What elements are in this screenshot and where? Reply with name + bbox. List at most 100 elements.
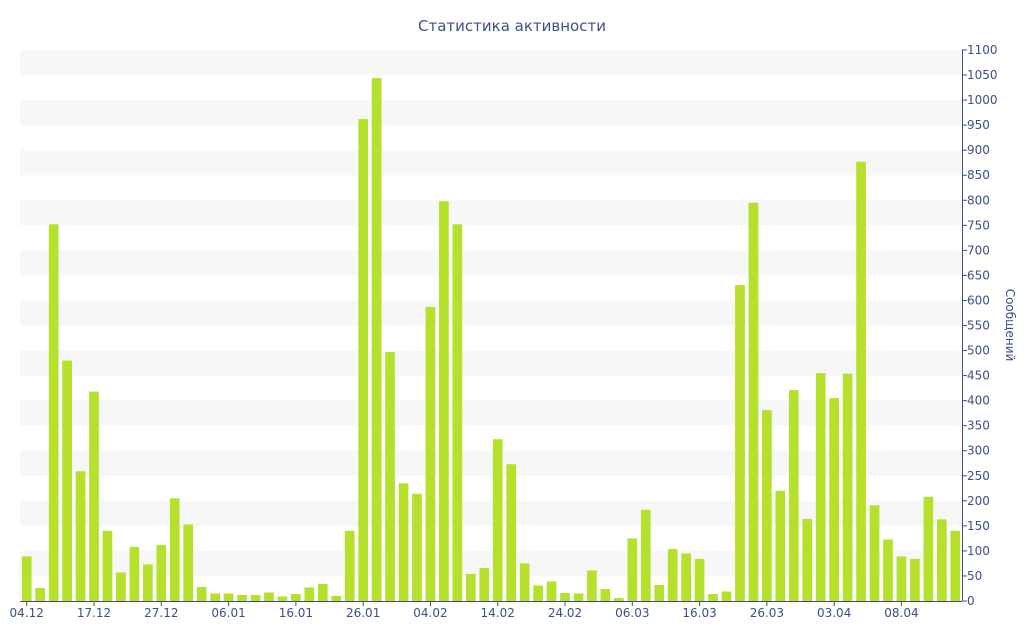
y-axis-label: Сообщений: [1003, 289, 1017, 362]
grid-band: [20, 400, 962, 426]
bar: [398, 483, 409, 601]
bar: [681, 553, 691, 601]
bar: [788, 390, 799, 601]
bar: [317, 583, 328, 601]
x-tick-label: 16.01: [279, 606, 313, 620]
bar: [950, 530, 961, 601]
y-tick-label: 600: [967, 293, 990, 307]
x-tick-label: 24.02: [548, 606, 582, 620]
bar: [923, 496, 934, 601]
bar: [465, 573, 476, 601]
bars: [21, 78, 961, 602]
grid-band: [20, 350, 962, 376]
bar: [694, 558, 705, 601]
bar: [842, 373, 853, 601]
bar: [856, 161, 866, 601]
grid-bands: [20, 50, 962, 576]
bar: [829, 398, 840, 601]
bar: [48, 224, 59, 602]
bar: [210, 593, 220, 601]
x-axis: 04.12 17.12 27.12 06.01 16.01 26.01 04.02 14.02…: [10, 601, 962, 620]
bar: [748, 202, 759, 601]
bar: [654, 584, 665, 601]
y-tick-label: 1100: [967, 43, 998, 57]
bar: [385, 352, 395, 601]
bar: [936, 519, 947, 601]
bar: [667, 548, 678, 601]
bar: [492, 439, 503, 601]
bar: [708, 593, 718, 601]
y-tick-label: 50: [967, 569, 982, 583]
bar: [264, 592, 274, 601]
bar: [277, 596, 288, 601]
bar: [802, 518, 813, 601]
bar: [533, 585, 543, 601]
bar: [600, 588, 611, 601]
x-tick-label: 14.02: [481, 606, 515, 620]
bar: [102, 530, 113, 601]
y-tick-label: 300: [967, 444, 990, 458]
bar: [560, 592, 570, 601]
bar: [775, 490, 786, 601]
bar: [452, 224, 463, 602]
x-tick-label: 17.12: [77, 606, 111, 620]
bar: [331, 595, 342, 601]
bar: [75, 471, 86, 601]
bar: [291, 593, 301, 601]
bar: [640, 509, 651, 601]
bar: [371, 78, 382, 602]
y-tick-label: 0: [967, 594, 975, 608]
bar: [223, 593, 234, 601]
y-tick-label: 1000: [967, 93, 998, 107]
bar: [116, 572, 126, 601]
y-tick-label: 650: [967, 268, 990, 282]
x-tick-label: 06.01: [211, 606, 245, 620]
bar: [250, 594, 261, 601]
bar: [587, 570, 597, 601]
bar: [62, 360, 72, 601]
bar: [35, 587, 46, 601]
y-tick-label: 800: [967, 193, 990, 207]
bar: [142, 564, 153, 601]
bar: [721, 591, 732, 601]
bar: [21, 556, 32, 601]
y-tick-label: 1050: [967, 68, 998, 82]
y-tick-label: 250: [967, 469, 990, 483]
y-tick-label: 550: [967, 319, 990, 333]
bar: [156, 544, 167, 601]
bar: [735, 284, 745, 601]
x-tick-label: 27.12: [144, 606, 178, 620]
bar: [237, 594, 247, 601]
grid-band: [20, 50, 962, 76]
y-tick-label: 950: [967, 118, 990, 132]
bar: [627, 538, 638, 601]
y-tick-label: 400: [967, 394, 990, 408]
grid-band: [20, 300, 962, 326]
bar: [183, 524, 194, 601]
x-tick-label: 08.04: [884, 606, 918, 620]
bar: [910, 558, 920, 601]
bar: [344, 530, 355, 601]
bar: [519, 563, 530, 601]
bar: [479, 567, 490, 601]
bar: [89, 391, 99, 601]
x-tick-label: 06.03: [615, 606, 649, 620]
y-tick-label: 750: [967, 218, 990, 232]
grid-band: [20, 450, 962, 476]
bar: [425, 306, 436, 601]
chart-title: Статистика активности: [418, 17, 606, 35]
y-tick-label: 350: [967, 419, 990, 433]
grid-band: [20, 250, 962, 276]
y-tick-label: 100: [967, 544, 990, 558]
bar: [169, 498, 180, 601]
bar: [304, 587, 315, 601]
bar: [546, 581, 557, 601]
y-axis: 0 50 100 150 200 250 300 350 400 450 500 550 600 650 7…: [962, 43, 998, 608]
y-tick-label: 200: [967, 494, 990, 508]
grid-band: [20, 200, 962, 226]
bar: [506, 464, 517, 601]
y-tick-label: 450: [967, 369, 990, 383]
x-tick-label: 04.12: [10, 606, 44, 620]
bar: [573, 593, 584, 601]
